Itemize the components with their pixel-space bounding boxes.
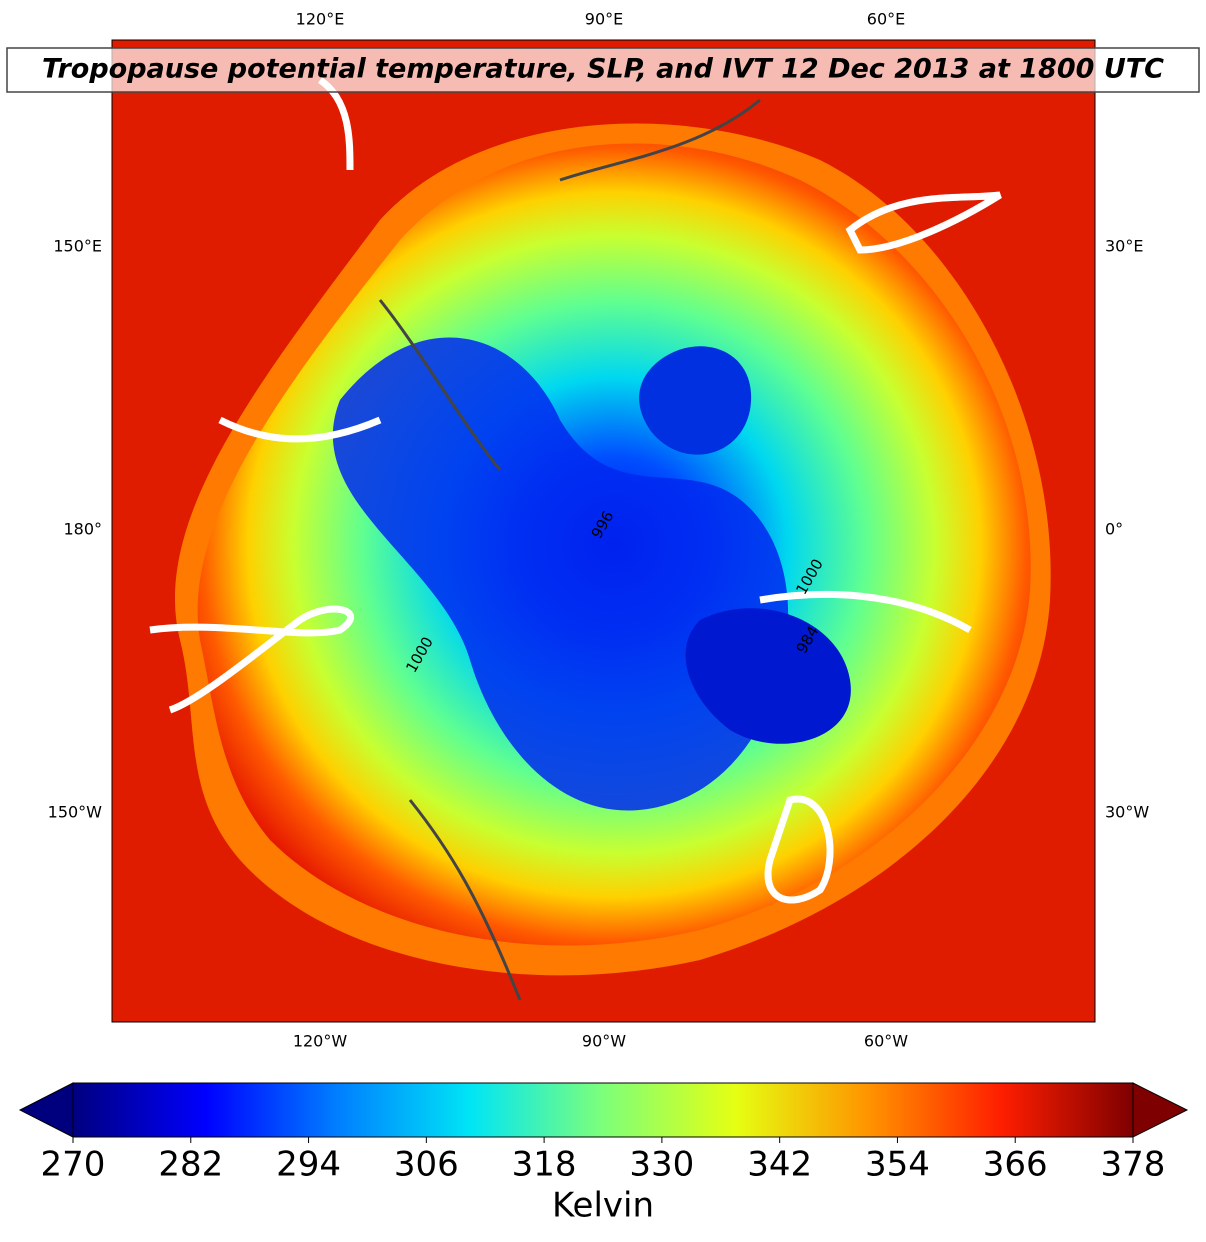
lon-label: 180° — [63, 520, 102, 539]
map — [112, 40, 1095, 1022]
colorbar-tick-label: 366 — [983, 1145, 1048, 1185]
lon-label: 120°E — [296, 10, 345, 29]
colorbar-tick-label: 342 — [747, 1145, 812, 1185]
colorbar-tick-label: 282 — [158, 1145, 223, 1185]
lon-label: 30°W — [1105, 803, 1149, 822]
map-frame — [111, 39, 1096, 1023]
lon-label: 60°E — [867, 10, 905, 29]
cold-pool — [639, 346, 752, 455]
colorbar: 270 282 294 306 318 330 342 354 366 378 — [18, 1082, 1189, 1185]
title-box — [6, 47, 1200, 93]
lon-label: 150°W — [48, 803, 103, 822]
colorbar-tick-label: 330 — [629, 1145, 694, 1185]
lon-label: 30°E — [1105, 237, 1143, 256]
colorbar-bar — [72, 1082, 1134, 1138]
colorbar-extend-high — [1132, 1082, 1189, 1138]
colorbar-tick-label: 378 — [1101, 1145, 1166, 1185]
lon-label: 150°E — [53, 237, 102, 256]
colorbar-extend-low — [18, 1082, 74, 1138]
cold-pool — [685, 608, 851, 744]
colorbar-tick-label: 294 — [276, 1145, 341, 1185]
colorbar-tick-label: 306 — [394, 1145, 459, 1185]
colorbar-tick-label: 270 — [41, 1145, 106, 1185]
lon-label: 90°W — [582, 1032, 626, 1051]
cold-pool — [332, 337, 789, 811]
title: Tropopause potential temperature, SLP, a… — [42, 54, 1164, 85]
colorbar-label: Kelvin — [552, 1186, 654, 1226]
colorbar-tick-label: 354 — [865, 1145, 930, 1185]
lon-label: 120°W — [293, 1032, 348, 1051]
coastlines — [378, 98, 761, 1001]
colorbar-tick-label: 318 — [512, 1145, 577, 1185]
lon-label: 0° — [1105, 520, 1123, 539]
lon-label: 60°W — [864, 1032, 908, 1051]
ivt-contours — [149, 77, 1002, 904]
lon-label: 90°E — [585, 10, 623, 29]
